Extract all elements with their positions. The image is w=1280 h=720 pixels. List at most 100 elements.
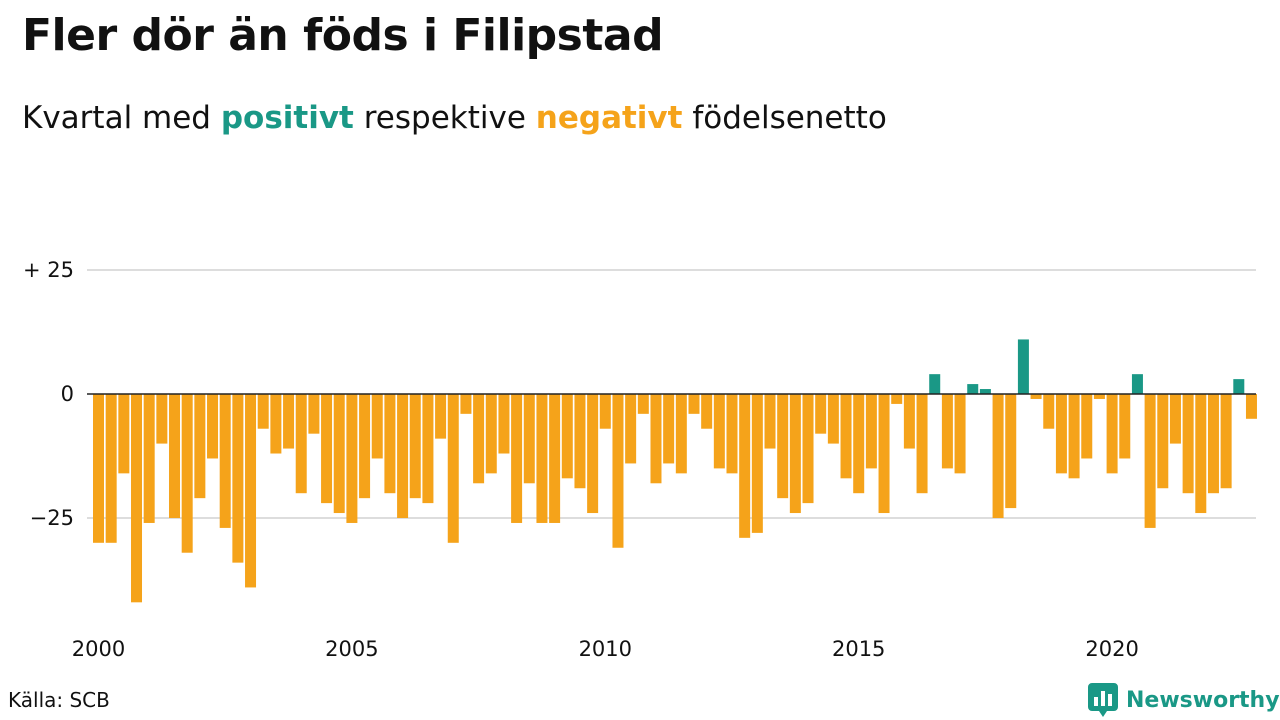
bar [1055, 394, 1067, 474]
bar [270, 394, 282, 454]
bar [1207, 394, 1219, 494]
bar [1030, 394, 1042, 399]
bar [1220, 394, 1232, 489]
subtitle-prefix: Kvartal med [22, 100, 221, 136]
x-tick-label: 2000 [72, 637, 125, 661]
bar [891, 394, 903, 404]
bar [612, 394, 624, 548]
bar [283, 394, 295, 449]
bar [561, 394, 573, 479]
bar [599, 394, 611, 429]
subtitle-positive-word: positivt [220, 100, 354, 136]
bar [688, 394, 700, 414]
bar [587, 394, 599, 514]
bar [802, 394, 814, 504]
bar [979, 389, 991, 394]
bar [156, 394, 168, 444]
bar [397, 394, 409, 518]
bar [713, 394, 725, 469]
bar [865, 394, 877, 469]
bar [536, 394, 548, 523]
bar [473, 394, 485, 484]
chart-title: Fler dör än föds i Filipstad [22, 10, 664, 61]
bar [878, 394, 890, 514]
bar [840, 394, 852, 479]
bar [739, 394, 751, 538]
bar [257, 394, 269, 429]
bar [815, 394, 827, 434]
bar [1144, 394, 1156, 528]
x-axis-labels: 2000 2005 2010 2015 2020 [72, 637, 1139, 661]
y-axis-labels: + 25 0 −25 [23, 258, 74, 530]
bar [1005, 394, 1017, 509]
bar [764, 394, 776, 449]
y-tick-label: 0 [61, 382, 74, 406]
bar [1245, 394, 1257, 419]
bar [1169, 394, 1181, 444]
bar [751, 394, 763, 533]
y-tick-label: + 25 [23, 258, 74, 282]
bar [853, 394, 865, 494]
subtitle-negative-word: negativt [535, 100, 683, 136]
bar [485, 394, 497, 474]
bar [675, 394, 687, 474]
bar [422, 394, 434, 504]
bar [245, 394, 257, 588]
bar [992, 394, 1004, 518]
bar [295, 394, 307, 494]
subtitle-middle: respektive [353, 100, 536, 136]
bar [650, 394, 662, 484]
bar [777, 394, 789, 499]
brand-name: Newsworthy [1126, 687, 1280, 713]
bar [460, 394, 472, 414]
chart-subtitle: Kvartal med positivt respektive negativt… [22, 100, 887, 136]
bar [169, 394, 181, 518]
bar [1093, 394, 1105, 399]
bar [929, 374, 941, 394]
bar [1106, 394, 1118, 474]
bar [625, 394, 637, 464]
bar [207, 394, 219, 459]
bar [181, 394, 193, 553]
bar [549, 394, 561, 523]
bar [346, 394, 358, 523]
bar [827, 394, 839, 444]
bar [574, 394, 586, 489]
grid-layer [87, 269, 1256, 519]
bar [903, 394, 915, 449]
bar [384, 394, 396, 494]
bar [308, 394, 320, 434]
y-tick-label: −25 [30, 506, 74, 530]
x-tick-label: 2005 [325, 637, 378, 661]
bar [143, 394, 155, 523]
bar [409, 394, 421, 499]
bar [219, 394, 231, 528]
bar [523, 394, 535, 484]
x-tick-label: 2020 [1085, 637, 1138, 661]
bar [371, 394, 383, 459]
bar [435, 394, 447, 439]
bar [663, 394, 675, 464]
newsworthy-logo: Newsworthy [1088, 683, 1280, 717]
bar [105, 394, 117, 543]
bar [93, 394, 104, 543]
x-tick-label: 2010 [579, 637, 632, 661]
bar [1017, 339, 1029, 394]
bar [916, 394, 928, 494]
bar [941, 394, 953, 469]
x-tick-label: 2015 [832, 637, 885, 661]
bar [118, 394, 130, 474]
newsworthy-logo-icon [1088, 683, 1118, 717]
bar [789, 394, 801, 514]
bar [954, 394, 966, 474]
bar [232, 394, 244, 563]
bar [701, 394, 713, 429]
bar [511, 394, 523, 523]
bar [1043, 394, 1055, 429]
subtitle-suffix: födelsenetto [682, 100, 887, 136]
bar [726, 394, 738, 474]
bar [1131, 374, 1143, 394]
bar [333, 394, 345, 514]
source-note: Källa: SCB [8, 688, 110, 712]
bar [321, 394, 333, 504]
